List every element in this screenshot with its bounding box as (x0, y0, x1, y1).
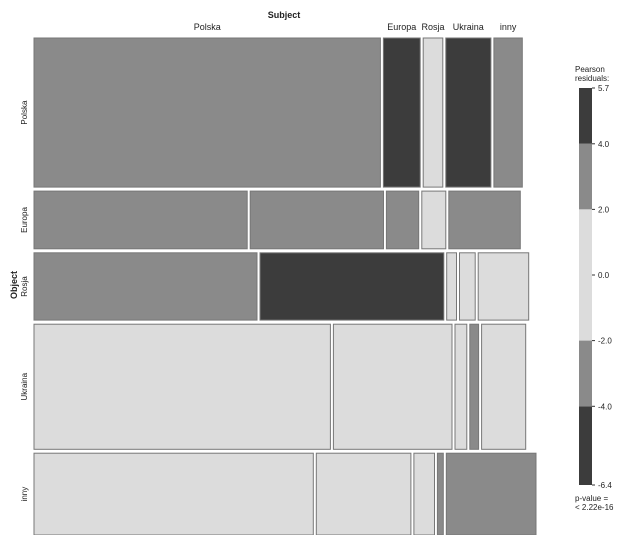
cell-europa-inny (448, 190, 521, 250)
cell-ukraina-ukraina (469, 323, 480, 450)
cell-inny-inny (445, 452, 537, 535)
p-value-line-2: < 2.22e-16 (575, 503, 614, 512)
p-value-line-1: p-value = (575, 494, 608, 503)
cell-polska-polska (33, 37, 381, 188)
legend-title-line-2: residuals: (575, 74, 609, 83)
legend-tick-label: -2.0 (598, 337, 612, 346)
residuals-legend: Pearson residuals: 5.7 4.0 2.0 0.0 -2.0 -4.0 -… (575, 65, 614, 512)
object-label-polska: Polska (20, 100, 29, 125)
cell-europa-ukraina (421, 190, 447, 250)
legend-band-3 (579, 340, 592, 407)
object-labels: Polska Europa Rosja Ukraina inny (20, 100, 29, 501)
subject-labels: Polska Europa Rosja Ukraina inny (194, 22, 517, 32)
cell-europa-europa (249, 190, 384, 250)
subject-label-inny: inny (500, 22, 517, 32)
cell-polska-europa (382, 37, 421, 188)
legend-ticks: 5.7 4.0 2.0 0.0 -2.0 -4.0 -6.4 (592, 84, 612, 490)
cell-rosja-europa (259, 252, 445, 321)
subject-label-rosja: Rosja (421, 22, 444, 32)
cell-inny-polska (33, 452, 314, 535)
cell-inny-europa (315, 452, 412, 535)
object-label-inny: inny (20, 487, 29, 502)
legend-band-4 (579, 406, 592, 485)
object-label-ukraina: Ukraina (20, 372, 29, 400)
object-label-rosja: Rosja (20, 276, 29, 297)
cell-ukraina-polska (33, 323, 331, 450)
legend-tick-label: -4.0 (598, 402, 612, 411)
cell-inny-ukraina (436, 452, 444, 535)
cell-inny-rosja (413, 452, 435, 535)
mosaic-cells (33, 37, 537, 535)
legend-title-line-1: Pearson (575, 65, 605, 74)
cell-rosja-ukraina (459, 252, 476, 321)
legend-tick-label: -6.4 (598, 481, 612, 490)
subject-label-europa: Europa (387, 22, 416, 32)
cell-ukraina-inny (481, 323, 527, 450)
cell-rosja-rosja (446, 252, 458, 321)
object-axis-title: Object (9, 271, 19, 299)
legend-band-1 (579, 143, 592, 210)
legend-tick-label: 2.0 (598, 205, 610, 214)
cell-polska-inny (493, 37, 523, 188)
legend-tick-label: 4.0 (598, 140, 610, 149)
subject-label-ukraina: Ukraina (453, 22, 484, 32)
subject-label-polska: Polska (194, 22, 221, 32)
cell-ukraina-rosja (454, 323, 468, 450)
object-label-europa: Europa (20, 207, 29, 233)
cell-europa-polska (33, 190, 248, 250)
legend-tick-label: 0.0 (598, 271, 610, 280)
cell-polska-rosja (422, 37, 444, 188)
cell-rosja-inny (477, 252, 530, 321)
cell-polska-ukraina (445, 37, 492, 188)
legend-tick-label: 5.7 (598, 84, 610, 93)
legend-band-2 (579, 209, 592, 341)
legend-band-0 (579, 88, 592, 144)
cell-rosja-polska (33, 252, 258, 321)
subject-axis-title: Subject (268, 10, 301, 20)
cell-europa-rosja (385, 190, 420, 250)
legend-color-bar (579, 88, 592, 485)
cell-ukraina-europa (332, 323, 453, 450)
